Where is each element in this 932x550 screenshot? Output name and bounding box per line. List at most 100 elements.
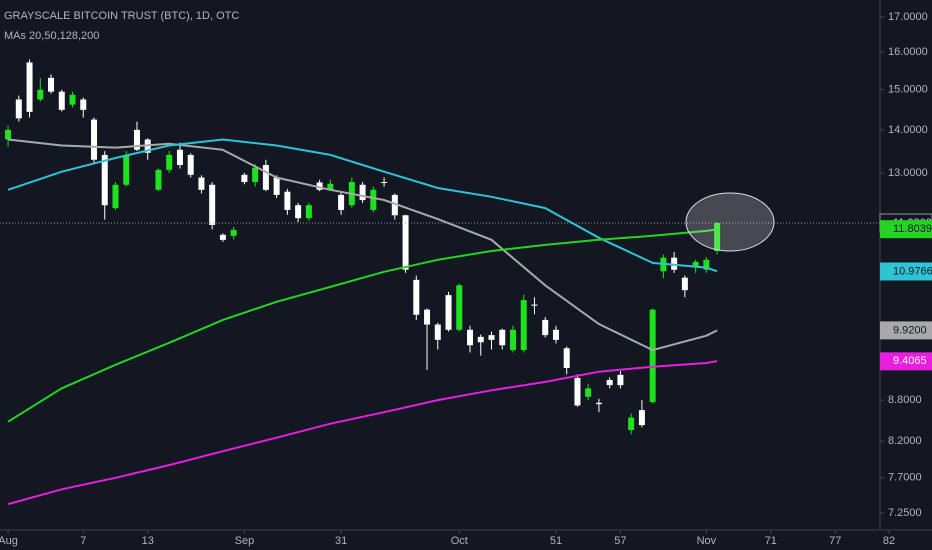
candle-body xyxy=(48,77,55,92)
y-tick-label: 16.0000 xyxy=(888,46,928,58)
candle-body xyxy=(638,410,645,426)
x-tick-label: Sep xyxy=(235,535,255,547)
candle-body xyxy=(370,189,377,210)
candle-body xyxy=(69,94,76,105)
candle-body xyxy=(413,279,420,315)
candle-body xyxy=(101,154,108,206)
moving-average-line xyxy=(7,138,718,352)
x-tick-label: 77 xyxy=(829,535,841,547)
x-tick-label: 51 xyxy=(550,535,562,547)
candle-body xyxy=(327,183,334,190)
moving-average-line xyxy=(7,138,718,273)
highlight-ellipse xyxy=(685,192,775,252)
x-tick-label: Oct xyxy=(451,535,468,547)
candle-body xyxy=(273,177,280,195)
chart-title: GRAYSCALE BITCOIN TRUST (BTC), 1D, OTC xyxy=(4,10,239,22)
x-tick-label: 71 xyxy=(765,535,777,547)
candle-body xyxy=(434,324,441,340)
candle-body xyxy=(649,309,656,403)
candle-body xyxy=(359,184,366,201)
y-tick-label: 7.7000 xyxy=(888,472,922,484)
candle-body xyxy=(477,336,484,343)
candle-body xyxy=(155,169,162,190)
candle-body xyxy=(552,329,559,340)
x-tick-label: Aug xyxy=(0,535,18,547)
x-tick-label: 57 xyxy=(614,535,626,547)
price-label-box xyxy=(880,220,932,239)
moving-average-line xyxy=(7,228,718,423)
candle-body xyxy=(15,99,22,119)
candle-body xyxy=(338,194,345,210)
x-tick-label: 13 xyxy=(142,535,154,547)
candle-body xyxy=(692,261,699,268)
candle-body xyxy=(230,229,237,236)
candle-body xyxy=(585,388,592,397)
candle-body xyxy=(391,194,398,216)
candle-body xyxy=(681,277,688,291)
candle-body xyxy=(219,234,226,240)
candle-body xyxy=(123,154,130,185)
candle-body xyxy=(424,309,431,325)
plot-area xyxy=(0,59,880,506)
y-tick-label: 13.0000 xyxy=(888,167,928,179)
price-label: 11.8039 xyxy=(893,223,932,235)
candle-body xyxy=(467,329,474,346)
moving-average-line xyxy=(7,360,718,506)
candle-body xyxy=(58,91,65,110)
candle-body xyxy=(91,119,98,160)
candle-body xyxy=(112,184,119,209)
candle-body xyxy=(187,154,194,175)
candle-body xyxy=(595,402,602,405)
candle-body xyxy=(26,62,33,112)
candle-body xyxy=(402,215,409,270)
candle-body xyxy=(617,374,624,386)
candle-body xyxy=(176,149,183,166)
candle-body xyxy=(606,379,613,386)
candle-body xyxy=(209,184,216,225)
price-label: 9.4065 xyxy=(893,355,927,367)
price-label-box xyxy=(880,262,932,281)
candle-body xyxy=(241,174,248,183)
candle-body xyxy=(305,205,312,219)
y-tick-label: 14.0000 xyxy=(888,124,928,136)
candle-body xyxy=(37,89,44,100)
candle-body xyxy=(262,165,269,190)
candle-body xyxy=(488,335,495,340)
price-label-box xyxy=(880,352,932,371)
x-tick-label: 82 xyxy=(883,535,895,547)
candle-body xyxy=(252,167,259,183)
price-label: 10.9766 xyxy=(893,265,932,277)
price-label-box xyxy=(880,321,932,340)
candle-body xyxy=(284,191,291,210)
candle-body xyxy=(509,329,516,351)
x-tick-label: 31 xyxy=(335,535,347,547)
candle-body xyxy=(671,257,678,270)
y-tick-label: 8.8000 xyxy=(888,394,922,406)
candle-body xyxy=(531,304,538,306)
candle-body xyxy=(542,319,549,336)
candle-body xyxy=(714,223,721,251)
chart-subtitle: MAs 20,50,128,200 xyxy=(4,30,99,42)
candle-body xyxy=(703,259,710,270)
candle-body xyxy=(563,348,570,368)
candle-body xyxy=(499,329,506,346)
y-tick-label: 17.0000 xyxy=(888,11,928,23)
axes: 17.0000 16.0000 15.0000 14.0000 13.0000 8.800… xyxy=(0,11,932,547)
y-tick-label: 8.2000 xyxy=(888,435,922,447)
y-tick-label: 7.2500 xyxy=(888,507,922,519)
candle-body xyxy=(520,300,527,351)
candle-body xyxy=(316,182,323,190)
candle-body xyxy=(5,129,12,140)
candle-body xyxy=(133,129,140,150)
price-label: 9.9200 xyxy=(893,324,927,336)
candle-body xyxy=(628,417,635,430)
candle-body xyxy=(381,182,388,184)
candle-body xyxy=(456,285,463,330)
candle-body xyxy=(295,205,302,219)
candle-body xyxy=(166,154,173,170)
x-tick-label: Nov xyxy=(697,535,717,547)
candle-body xyxy=(574,378,581,406)
x-tick-label: 7 xyxy=(80,535,86,547)
